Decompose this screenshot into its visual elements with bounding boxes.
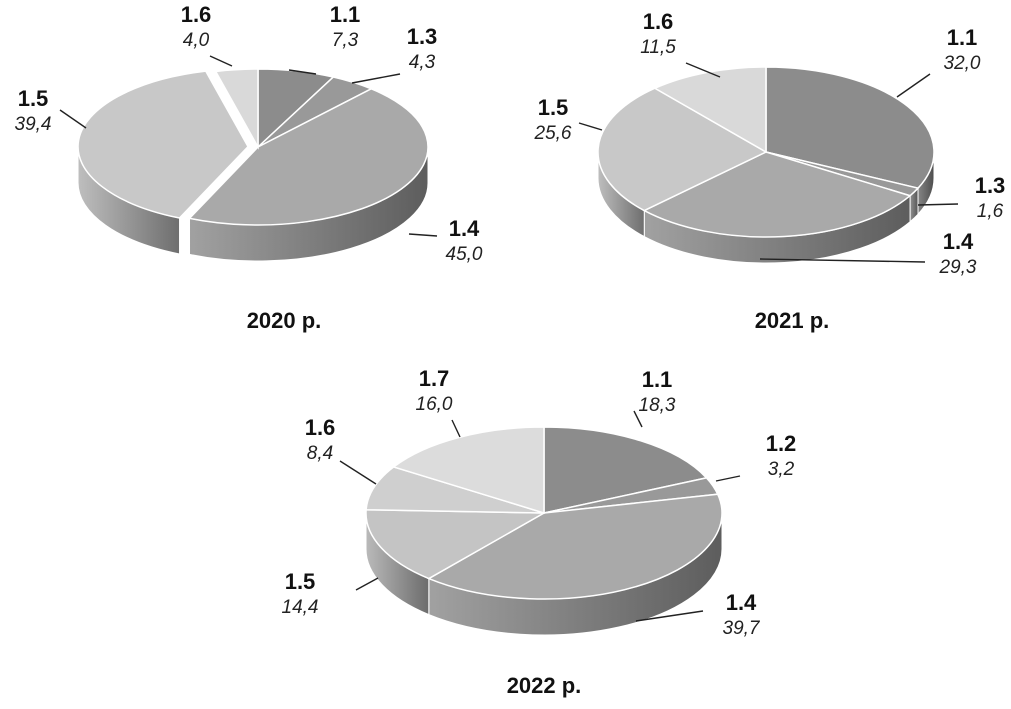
slice-code-label: 1.3 xyxy=(407,24,438,49)
leader-line-1.6 xyxy=(209,55,233,67)
slice-value-label: 39,7 xyxy=(723,618,761,639)
leader-line-1.5 xyxy=(59,109,87,129)
slice-value-label: 7,3 xyxy=(332,30,359,51)
leader-line-1.1 xyxy=(896,73,931,98)
leader-line-1.4 xyxy=(759,258,926,263)
slice-value-label: 45,0 xyxy=(446,244,483,265)
slice-1.5 xyxy=(597,87,768,212)
leader-line-1.1 xyxy=(633,410,643,428)
leader-line-1.6 xyxy=(339,460,377,485)
pie-top-faces xyxy=(365,426,723,600)
leader-line-1.7 xyxy=(451,419,461,438)
pie-top-faces xyxy=(597,66,935,238)
slice-code-label: 1.3 xyxy=(975,173,1006,198)
slice-value-label: 18,3 xyxy=(639,395,676,416)
slice-1.5 xyxy=(77,70,249,219)
leader-line-1.4 xyxy=(408,233,438,237)
slice-code-label: 1.4 xyxy=(943,229,974,254)
slice-value-label: 11,5 xyxy=(640,37,676,58)
slice-value-label: 29,3 xyxy=(939,257,977,278)
slice-1.4 xyxy=(188,87,429,226)
slice-1.4 xyxy=(427,493,723,600)
pie-top-faces xyxy=(77,68,429,226)
slice-labels: 1.1 18,3 1.2 3,2 1.4 39,7 1.5 14,4 1.6 8,4 1.7 16,0 xyxy=(282,366,797,639)
slice-code-label: 1.7 xyxy=(419,366,450,391)
slice-1.7 xyxy=(392,426,545,515)
slice-1.5 xyxy=(365,508,547,580)
slice-code-label: 1.1 xyxy=(947,25,978,50)
slice-1.4 xyxy=(642,151,912,238)
slice-code-label: 1.6 xyxy=(305,415,336,440)
slice-1.6 xyxy=(365,466,545,514)
slice-1.6 xyxy=(653,66,767,154)
slice-labels: 1.1 32,0 1.3 1,61.4 29,3 1.5 25,6 1.6 11,5 xyxy=(534,9,1006,278)
slice-code-label: 1.4 xyxy=(726,590,757,615)
pie-chart-2020-р.: 1.1 7,3 1.3 4,3 1.4 45,0 1.5 39,4 1.6 4,0 2020 р. xyxy=(15,2,483,333)
leader-line-1.3 xyxy=(351,73,401,84)
slice-value-label: 3,2 xyxy=(768,459,795,480)
leader-line-1.6 xyxy=(685,62,721,78)
slice-code-label: 1.2 xyxy=(766,431,797,456)
slice-code-label: 1.5 xyxy=(18,86,49,111)
leader-line-1.4 xyxy=(635,610,704,622)
slice-code-label: 1.6 xyxy=(643,9,674,34)
slice-value-label: 32,0 xyxy=(944,53,981,74)
slice-value-label: 16,0 xyxy=(416,394,453,415)
slice-value-label: 4,3 xyxy=(409,52,436,73)
slice-value-label: 39,4 xyxy=(15,114,52,135)
slice-value-label: 8,4 xyxy=(307,443,333,464)
slice-code-label: 1.6 xyxy=(181,2,212,27)
slice-code-label: 1.1 xyxy=(642,367,673,392)
slice-labels: 1.1 7,3 1.3 4,3 1.4 45,0 1.5 39,4 1.6 4,0 xyxy=(15,2,483,265)
slice-code-label: 1.5 xyxy=(538,95,569,120)
pie-chart-2021-р.: 1.1 32,0 1.3 1,61.4 29,3 1.5 25,6 1.6 11,5 2021 р… xyxy=(534,9,1006,333)
leader-line-1.1 xyxy=(288,69,317,75)
slice-value-label: 25,6 xyxy=(534,123,572,144)
leader-line-1.2 xyxy=(715,475,741,482)
slice-1.1 xyxy=(543,426,708,514)
slice-value-label: 14,4 xyxy=(282,597,319,618)
pie-chart-2022-р.: 1.1 18,3 1.2 3,2 1.4 39,7 1.5 14,4 1.6 8,4 1.7 16,0… xyxy=(282,366,797,698)
chart-year-title: 2022 р. xyxy=(507,673,582,698)
slice-1.1 xyxy=(765,66,935,190)
slice-code-label: 1.4 xyxy=(449,216,480,241)
slice-code-label: 1.1 xyxy=(330,2,361,27)
slice-value-label: 4,0 xyxy=(183,30,210,51)
leader-line-1.5 xyxy=(578,122,603,131)
chart-year-title: 2021 р. xyxy=(755,308,830,333)
chart-year-title: 2020 р. xyxy=(247,308,322,333)
slice-value-label: 1,6 xyxy=(977,201,1004,222)
slice-code-label: 1.5 xyxy=(285,569,316,594)
leader-line-1.5 xyxy=(355,577,379,591)
slice-1.6 xyxy=(214,68,259,150)
leader-line-1.3 xyxy=(917,203,959,206)
